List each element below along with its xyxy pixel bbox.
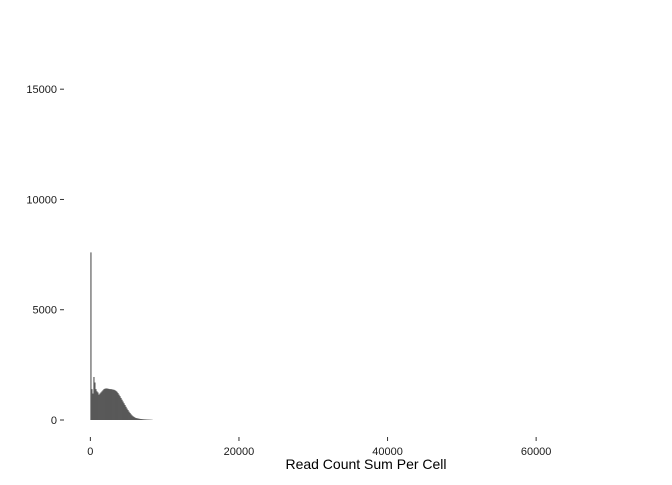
histogram-bar xyxy=(122,401,123,420)
histogram-bar xyxy=(112,390,113,420)
histogram-bar xyxy=(97,392,98,420)
histogram-bar xyxy=(124,405,125,420)
histogram-bar xyxy=(120,398,121,420)
histogram-bar xyxy=(121,400,122,420)
histogram-bar xyxy=(91,389,92,420)
histogram-bar xyxy=(113,390,114,420)
histogram-bar xyxy=(111,389,112,420)
histogram-bar xyxy=(144,419,145,420)
y-tick-label: 5000 xyxy=(33,305,57,317)
histogram-bar xyxy=(135,418,136,420)
histogram-bar xyxy=(92,394,93,420)
histogram-bar xyxy=(128,412,129,420)
histogram-bar xyxy=(136,418,137,420)
histogram-bar xyxy=(129,413,130,420)
histogram-bar xyxy=(107,389,108,420)
histogram-bar xyxy=(105,388,106,420)
histogram-bar xyxy=(96,391,97,420)
histogram-bar xyxy=(100,392,101,420)
histogram-bar xyxy=(138,418,139,420)
histogram-bar xyxy=(95,389,96,420)
histogram-bar xyxy=(117,393,118,420)
y-tick-label: 10000 xyxy=(26,194,57,206)
y-tick-label: 15000 xyxy=(26,84,57,96)
histogram-bar xyxy=(93,377,94,420)
histogram-bar xyxy=(103,389,104,420)
histogram-bar xyxy=(130,414,131,420)
x-axis-title: Read Count Sum Per Cell xyxy=(285,456,446,472)
histogram-bar xyxy=(114,390,115,420)
histogram-bar xyxy=(146,419,147,420)
histogram-bar xyxy=(133,416,134,420)
x-tick-label: 60000 xyxy=(521,446,552,458)
histogram-bar xyxy=(127,410,128,420)
histogram-bar xyxy=(118,395,119,420)
histogram-bar xyxy=(108,389,109,420)
x-tick-label: 20000 xyxy=(224,446,255,458)
histogram-bar xyxy=(143,419,144,420)
x-tick-label: 0 xyxy=(87,446,93,458)
histogram-bar xyxy=(140,419,141,420)
histogram-bar xyxy=(110,389,111,420)
histogram-bar xyxy=(139,419,140,420)
histogram-bar xyxy=(115,391,116,420)
histogram-bar xyxy=(137,418,138,420)
histogram-bar xyxy=(104,389,105,420)
histogram-bar xyxy=(102,390,103,420)
histogram-bar xyxy=(142,419,143,420)
histogram-bar xyxy=(101,391,102,420)
histogram-bar xyxy=(145,419,146,420)
histogram-bar xyxy=(125,407,126,420)
y-axis: 0 5000 10000 15000 xyxy=(26,84,64,427)
histogram-bar xyxy=(119,396,120,420)
histogram-bar xyxy=(126,409,127,420)
histogram-bars xyxy=(90,252,152,420)
histogram-bar xyxy=(90,252,91,420)
y-tick-label: 0 xyxy=(51,415,57,427)
histogram-bar xyxy=(94,383,95,420)
histogram-bar xyxy=(141,419,142,420)
histogram-bar xyxy=(116,392,117,420)
histogram-bar xyxy=(98,395,99,420)
histogram-bar xyxy=(134,417,135,420)
histogram-bar xyxy=(109,389,110,420)
histogram-bar xyxy=(123,403,124,420)
histogram-bar xyxy=(106,388,107,420)
histogram-bar xyxy=(131,415,132,420)
histogram-bar xyxy=(99,394,100,420)
